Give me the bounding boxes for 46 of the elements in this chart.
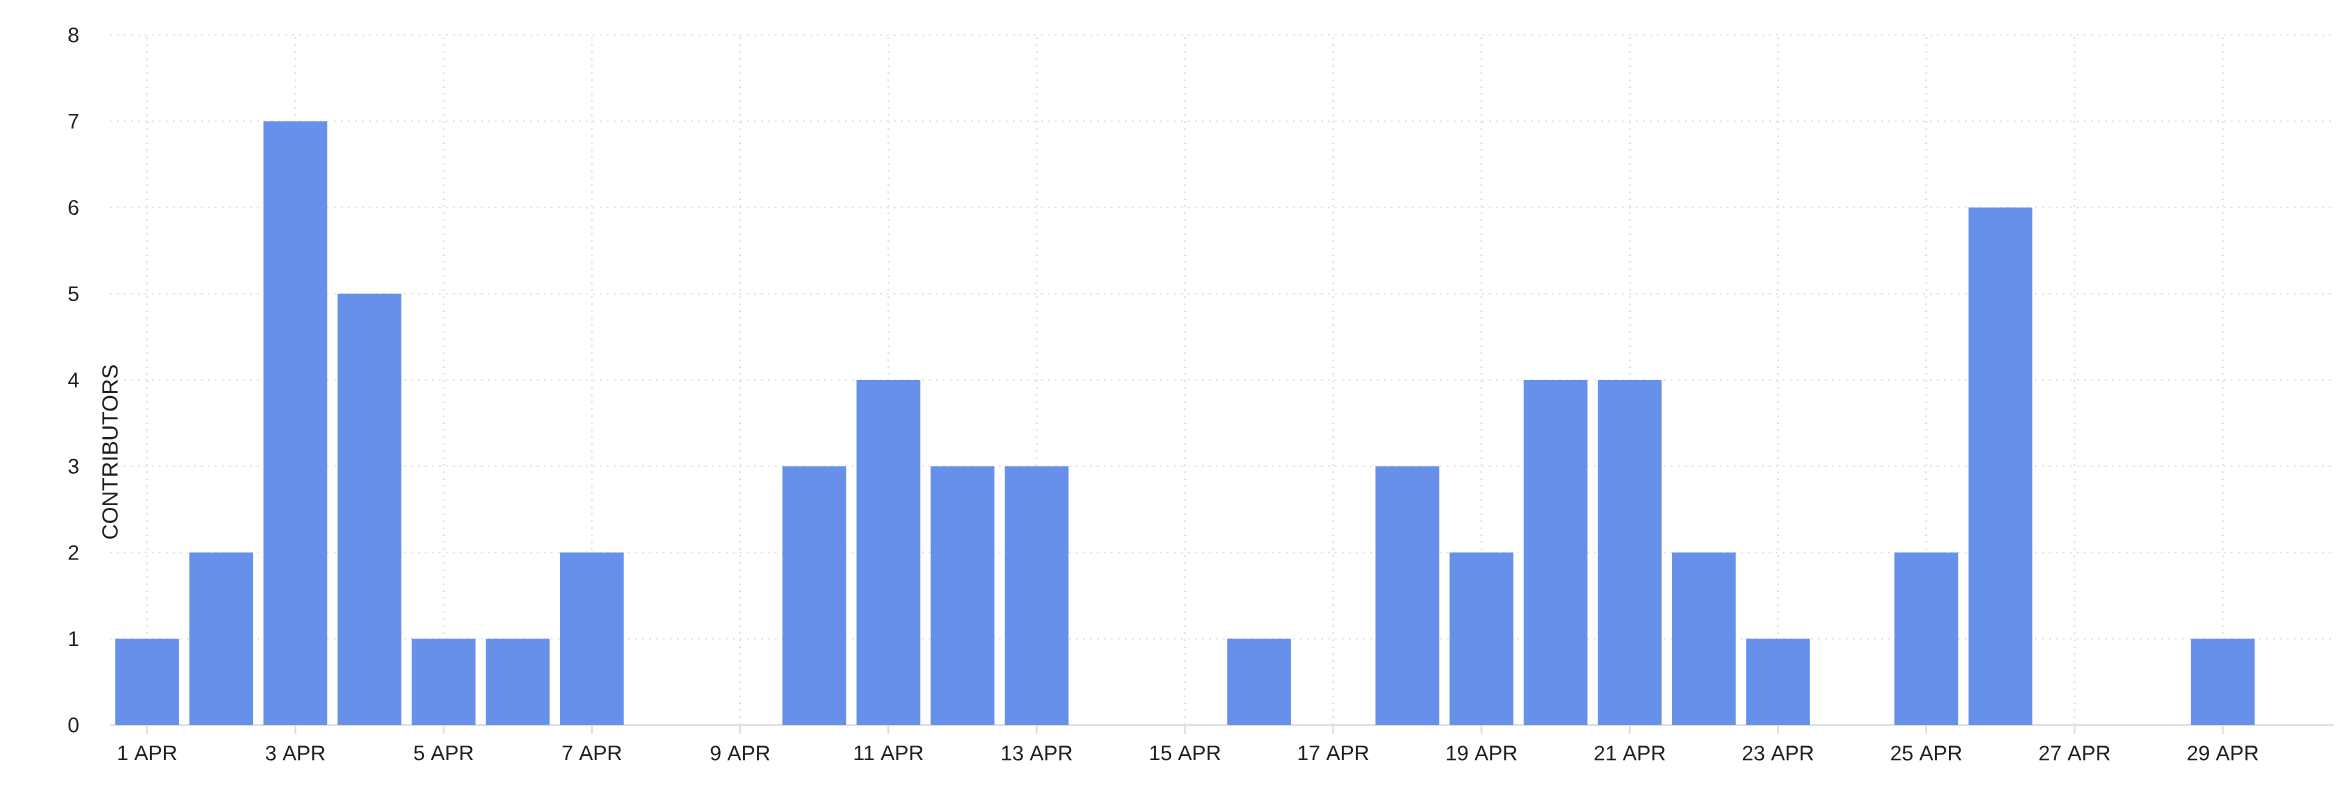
y-tick-label: 1 (69, 631, 79, 646)
bar (930, 466, 995, 725)
bar (411, 638, 476, 725)
bar (1523, 380, 1588, 725)
bar (189, 552, 254, 725)
bar (1449, 552, 1514, 725)
bar (1004, 466, 1069, 725)
x-tick-label: 9 APR (710, 745, 770, 761)
bar (485, 638, 550, 725)
bar (1672, 552, 1736, 725)
y-tick-label: 8 (68, 27, 79, 43)
bar (782, 466, 847, 725)
x-tick-label: 17 APR (1298, 745, 1369, 761)
y-tick-label: 6 (68, 200, 79, 215)
bar (1746, 638, 1810, 725)
x-tick-label: 7 APR (562, 745, 622, 761)
x-tick-label: 15 APR (1150, 745, 1221, 761)
x-tick-label: 1 APR (118, 745, 177, 761)
bar (560, 552, 624, 725)
bar (263, 121, 328, 725)
bar (337, 293, 402, 725)
x-tick-label: 29 APR (2187, 745, 2259, 761)
y-tick-label: 3 (68, 458, 79, 474)
x-tick-label: 11 APR (854, 745, 923, 761)
x-tick-label: 23 APR (1742, 745, 1814, 761)
bar (856, 380, 921, 725)
x-tick-label: 27 APR (2039, 745, 2110, 761)
x-tick-label: 3 APR (265, 745, 325, 761)
y-tick-label: 7 (68, 114, 79, 129)
bar (115, 638, 179, 725)
x-tick-label: 13 APR (1002, 745, 1072, 761)
bar (1894, 552, 1959, 725)
y-tick-label: 0 (68, 717, 79, 733)
bar (1968, 207, 2033, 725)
y-tick-label: 2 (68, 545, 79, 560)
y-axis-title: CONTRIBUTORS (102, 365, 118, 539)
bar (2190, 638, 2255, 725)
x-tick-label: 19 APR (1446, 745, 1517, 761)
y-tick-label: 4 (68, 372, 79, 388)
x-tick-label: 21 APR (1594, 745, 1665, 761)
x-tick-label: 5 APR (414, 745, 473, 761)
y-tick-label: 5 (68, 286, 79, 302)
x-tick-label: 25 APR (1891, 745, 1962, 761)
bar (1227, 638, 1291, 725)
bar (1597, 380, 1662, 725)
bar (1375, 466, 1440, 725)
